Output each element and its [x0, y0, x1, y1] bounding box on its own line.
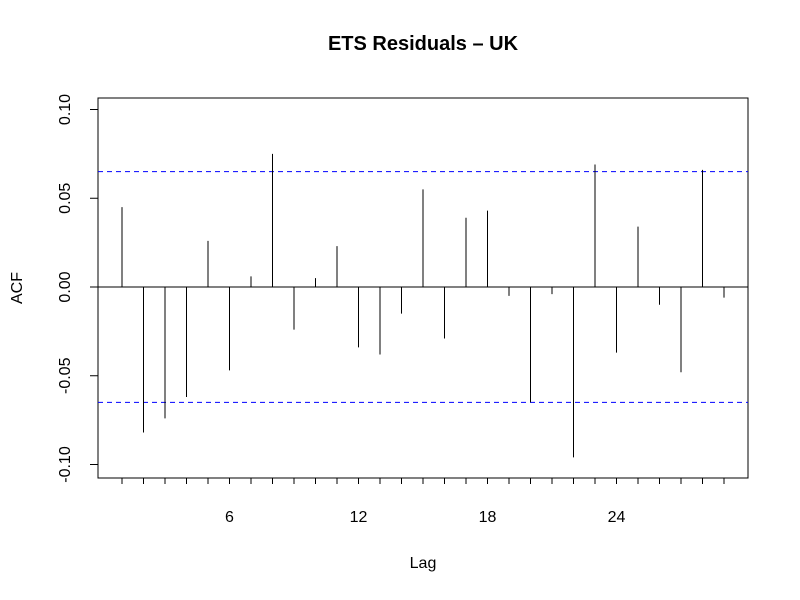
x-tick-label-18: 18	[479, 509, 497, 526]
y-axis-label: ACF	[9, 272, 26, 304]
x-tick-label-6: 6	[225, 509, 234, 526]
y-tick-label-2: 0.00	[57, 271, 74, 302]
y-tick-label-1: -0.05	[57, 357, 74, 394]
x-tick-label-12: 12	[350, 509, 368, 526]
x-axis-label: Lag	[410, 555, 437, 572]
y-tick-label-3: 0.05	[57, 183, 74, 214]
x-tick-label-24: 24	[608, 509, 626, 526]
chart-marks: 6 12 18 24 -0.10 -0.05 0.00 0.05 0.10	[57, 94, 748, 526]
y-tick-label-4: 0.10	[57, 94, 74, 125]
plot-frame	[97, 97, 749, 479]
y-tick-label-0: -0.10	[57, 446, 74, 483]
chart-title: ETS Residuals – UK	[328, 33, 519, 55]
